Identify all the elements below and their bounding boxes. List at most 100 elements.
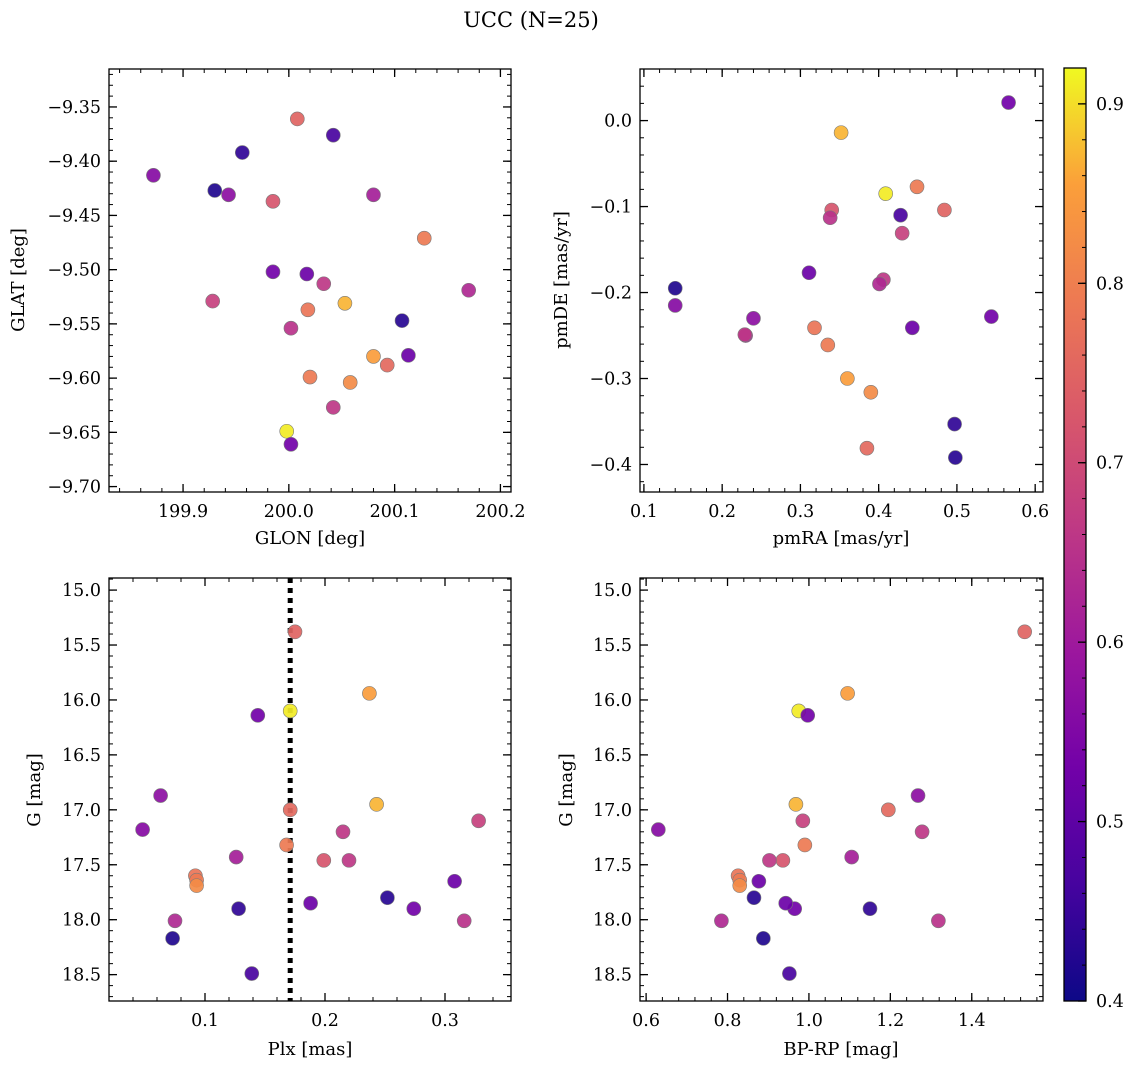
axes-frame <box>639 577 1044 1002</box>
scatter-point <box>299 266 315 282</box>
scatter-point <box>282 802 298 818</box>
scatter-point <box>337 295 353 311</box>
scatter-point <box>1001 95 1016 110</box>
y-tick-label: −9.70 <box>47 478 101 498</box>
x-tick-label: 200.0 <box>264 502 314 522</box>
y-tick-label: −9.55 <box>47 315 101 335</box>
y-tick-label: 18.0 <box>62 911 101 931</box>
scatter-point <box>914 824 930 840</box>
scatter-point <box>316 853 332 868</box>
scatter-point <box>863 384 879 400</box>
panel-plx-g: Plx [mas] G [mag] 0.1 0.2 0.3 15.0 15.5 16.0 1… <box>24 577 512 1060</box>
scatter-point <box>1017 624 1032 640</box>
y-axis-label: G [mag] <box>24 753 45 826</box>
scatter-point <box>881 802 896 818</box>
y-tick-label: 18.0 <box>593 911 632 931</box>
scatter-point <box>909 179 925 195</box>
scatter-point <box>394 313 410 328</box>
scatter-point <box>788 797 804 812</box>
scatter-point <box>283 436 299 452</box>
x-tick-label: 1.2 <box>876 1011 904 1031</box>
scatter-point <box>893 207 908 223</box>
x-tick-label: 0.6 <box>1021 502 1049 522</box>
y-tick-label: 16.0 <box>593 691 632 711</box>
scatter-point <box>282 703 298 719</box>
x-tick-label: 1.4 <box>958 1011 986 1031</box>
scatter-point <box>302 369 318 385</box>
y-tick-label: 17.0 <box>62 801 101 821</box>
scatter-point <box>290 111 305 127</box>
scatter-point <box>287 624 303 640</box>
y-tick-label: 15.5 <box>593 636 632 656</box>
scatter-point <box>840 371 855 386</box>
scatter-point <box>778 895 794 911</box>
scatter-point <box>762 853 777 868</box>
y-tick-label: −0.3 <box>590 370 633 390</box>
scatter-point <box>862 901 878 917</box>
colorbar: 0.4 0.5 0.6 0.7 0.8 0.9 <box>1063 67 1124 1012</box>
scatter-point <box>283 320 299 336</box>
scatter-point <box>165 931 180 946</box>
scatter-point <box>937 202 952 218</box>
y-tick-label: −0.2 <box>590 284 633 304</box>
x-tick-label: 0.3 <box>786 502 814 522</box>
scatter-point <box>822 210 838 226</box>
y-tick-label: −9.35 <box>47 98 101 118</box>
y-tick-label: −9.50 <box>47 261 101 281</box>
scatter-point <box>205 293 220 309</box>
y-tick-label: −0.4 <box>590 455 633 475</box>
x-tick-label: 0.3 <box>431 1011 459 1031</box>
scatter-point <box>341 853 357 868</box>
y-tick-label: 18.5 <box>62 966 101 986</box>
scatter-point <box>801 265 817 281</box>
x-tick-label: 0.5 <box>943 502 971 522</box>
scatter-point <box>221 187 236 203</box>
scatter-point <box>265 194 281 209</box>
colorbar-tick-label: 0.6 <box>1096 633 1124 653</box>
scatter-point <box>231 901 246 917</box>
x-tick-label: 0.2 <box>708 502 736 522</box>
y-axis-label: G [mag] <box>556 753 577 826</box>
y-tick-label: 15.5 <box>62 636 101 656</box>
scatter-point <box>250 708 266 723</box>
scatter-point <box>447 873 462 889</box>
colorbar-tick-label: 0.9 <box>1096 95 1124 115</box>
scatter-point <box>325 400 341 415</box>
y-tick-label: 16.5 <box>593 746 632 766</box>
point-group <box>146 111 476 452</box>
axes-frame <box>639 68 1044 493</box>
scatter-point <box>984 309 999 324</box>
scatter-point <box>189 878 204 893</box>
tick-group: 0.1 0.2 0.3 0.4 0.5 0.6 0.0 −0.1 −0.2 −0.3 −0.4 <box>590 68 1049 522</box>
scatter-point <box>380 890 395 906</box>
scatter-point <box>316 276 332 292</box>
x-tick-label: 0.8 <box>714 1011 742 1031</box>
x-tick-label: 0.6 <box>632 1011 660 1031</box>
scatter-point <box>795 813 811 829</box>
scatter-point <box>746 311 761 326</box>
x-tick-label: 0.4 <box>865 502 893 522</box>
scatter-point <box>265 264 281 280</box>
y-tick-label: −0.1 <box>590 198 633 218</box>
x-tick-label: 1.0 <box>795 1011 823 1031</box>
tick-group: 199.9 200.0 200.1 200.2 −9.35 −9.40 −9.45 −9.50… <box>47 69 525 522</box>
x-axis-label: pmRA [mas/yr] <box>773 528 910 549</box>
y-tick-label: −9.40 <box>47 152 101 172</box>
scatter-point <box>303 895 318 911</box>
scatter-point <box>947 416 962 432</box>
scatter-point <box>366 187 381 203</box>
scatter-point <box>782 966 797 981</box>
x-tick-label: 200.2 <box>475 502 525 522</box>
point-group <box>667 95 1016 465</box>
y-tick-label: −9.60 <box>47 369 101 389</box>
scatter-point <box>416 230 432 246</box>
scatter-point <box>894 225 910 241</box>
scatter-point <box>931 913 946 929</box>
y-tick-label: −9.65 <box>47 423 101 443</box>
scatter-point <box>369 797 384 812</box>
scatter-point <box>146 167 161 183</box>
y-tick-label: 17.0 <box>593 801 632 821</box>
scatter-point <box>461 282 476 298</box>
scatter-point <box>751 873 767 889</box>
